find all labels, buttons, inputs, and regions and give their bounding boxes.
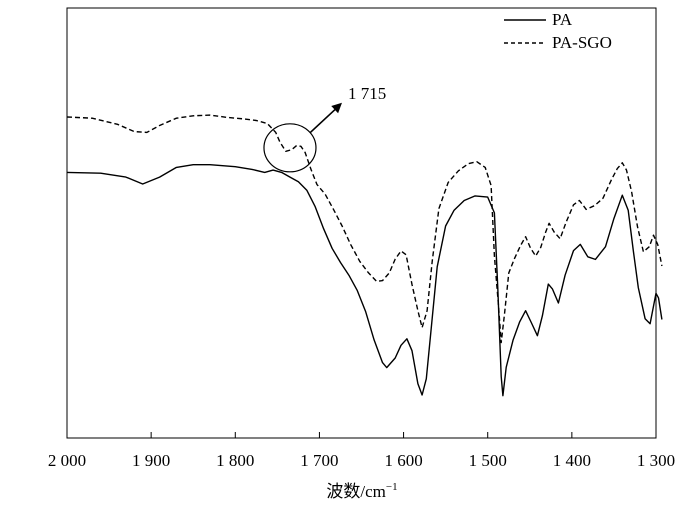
legend-label: PA-SGO xyxy=(552,33,612,52)
x-tick-label: 1 600 xyxy=(384,451,422,470)
series-line-pa-sgo xyxy=(66,114,663,344)
x-tick-label: 1 400 xyxy=(553,451,591,470)
x-tick-label: 1 500 xyxy=(469,451,507,470)
x-axis-label: 波数/cm−1 xyxy=(326,481,397,501)
annotation-layer: 1 715 xyxy=(263,84,386,173)
legend-label: PA xyxy=(552,10,573,29)
plot-frame xyxy=(66,7,657,439)
series-layer xyxy=(66,114,663,397)
x-axis-label-text: 波数/cm xyxy=(326,482,386,501)
annotation-circle xyxy=(263,123,317,173)
x-tick-label: 2 000 xyxy=(48,451,86,470)
series-line-pa xyxy=(66,164,663,397)
x-axis-ticks: 2 000 1 900 1 800 1 700 1 600 1 500 1 400 1 300 xyxy=(48,432,675,470)
annotation-label: 1 715 xyxy=(348,84,386,103)
annotation-arrow-head xyxy=(331,102,342,114)
annotation-arrow-shaft xyxy=(309,106,339,134)
x-tick-label: 1 700 xyxy=(300,451,338,470)
x-tick-label: 1 300 xyxy=(637,451,675,470)
x-axis-label-superscript: −1 xyxy=(386,481,398,493)
x-tick-label: 1 800 xyxy=(216,451,254,470)
x-tick-label: 1 900 xyxy=(132,451,170,470)
legend: PA PA-SGO xyxy=(504,10,612,52)
